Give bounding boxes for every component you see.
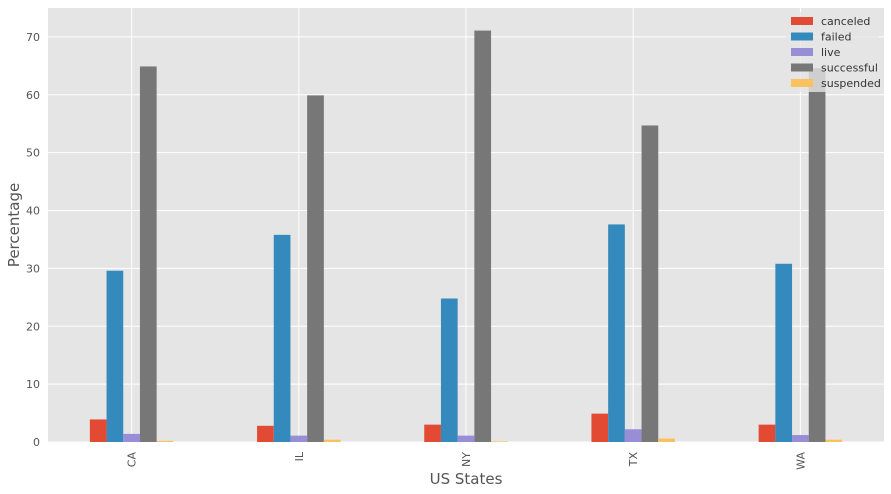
bar-failed-NY: [440, 298, 458, 442]
bar-failed-CA: [106, 270, 124, 442]
bar-live-NY: [457, 435, 475, 442]
legend-label-successful: successful: [821, 62, 878, 75]
x-tick-label: CA: [126, 452, 139, 468]
bars-group: [89, 30, 843, 443]
y-tick-label: 30: [26, 262, 40, 275]
bar-canceled-CA: [89, 419, 107, 442]
x-tick-label: TX: [627, 452, 640, 468]
bar-live-IL: [290, 435, 308, 442]
x-axis-label: US States: [430, 470, 503, 488]
legend-label-suspended: suspended: [821, 77, 881, 90]
legend: canceled failed live successful suspended: [786, 12, 881, 92]
legend-swatch-suspended: [791, 79, 813, 87]
x-tick-label: NY: [460, 452, 473, 467]
bar-successful-WA: [808, 68, 826, 442]
y-tick-label: 60: [26, 89, 40, 102]
bar-suspended-WA: [825, 439, 843, 442]
y-tick-label: 70: [26, 31, 40, 44]
bar-canceled-TX: [591, 413, 609, 442]
legend-label-failed: failed: [821, 31, 851, 44]
bar-suspended-TX: [658, 438, 675, 442]
x-axis-ticks: CA IL NY TX WA: [126, 451, 808, 470]
bar-canceled-NY: [424, 424, 441, 442]
legend-label-live: live: [821, 46, 841, 59]
bar-canceled-WA: [758, 424, 776, 442]
y-tick-label: 40: [26, 205, 40, 218]
bar-failed-WA: [775, 263, 793, 442]
grid-lines: [48, 8, 884, 443]
legend-swatch-successful: [791, 63, 813, 72]
bar-suspended-IL: [323, 439, 341, 442]
bar-live-CA: [123, 433, 140, 442]
y-axis-label: Percentage: [5, 183, 23, 267]
y-tick-label: 10: [26, 378, 40, 391]
bar-successful-NY: [474, 30, 492, 443]
bar-live-WA: [792, 435, 809, 442]
bar-live-TX: [624, 429, 642, 442]
y-tick-label: 20: [26, 320, 40, 333]
legend-swatch-failed: [791, 32, 813, 41]
bar-successful-CA: [139, 66, 157, 442]
bar-suspended-NY: [491, 441, 508, 443]
bar-failed-IL: [273, 234, 291, 442]
y-axis-ticks: 0 10 20 30 40 50 60 70: [26, 31, 40, 449]
bar-successful-IL: [307, 95, 324, 443]
y-tick-label: 50: [26, 147, 40, 160]
bar-successful-TX: [641, 125, 659, 442]
legend-label-canceled: canceled: [821, 15, 870, 28]
bar-failed-TX: [608, 224, 625, 442]
bar-canceled-IL: [257, 425, 274, 442]
y-tick-label: 0: [33, 436, 40, 449]
x-tick-label: WA: [794, 452, 807, 470]
legend-swatch-live: [791, 48, 813, 56]
legend-swatch-canceled: [791, 17, 813, 25]
bar-suspended-CA: [156, 440, 174, 442]
x-tick-label: IL: [293, 451, 306, 461]
